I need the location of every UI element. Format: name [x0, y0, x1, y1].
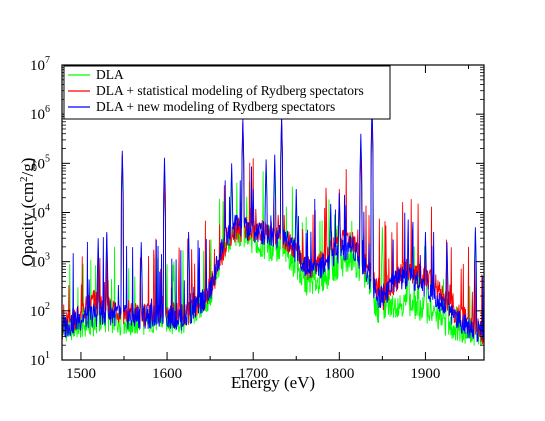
y-tick-label: 107: [30, 55, 50, 74]
x-tick-label: 1500: [66, 366, 96, 382]
series-line-2: [62, 105, 484, 343]
x-tick-label: 1600: [152, 366, 182, 382]
y-axis-label: Opacity (cm2/g): [18, 158, 37, 267]
legend-label-new-modeling: DLA + new modeling of Rydberg spectators: [96, 99, 335, 114]
legend-label-dla: DLA: [96, 67, 124, 82]
legend-box: [63, 65, 391, 120]
x-tick-label: 1700: [238, 366, 268, 382]
x-axis-label: Energy (eV): [231, 373, 315, 392]
y-tick-label: 104: [30, 203, 50, 222]
y-tick-label: 103: [30, 252, 50, 271]
legend: DLA DLA + statistical modeling of Rydber…: [63, 65, 391, 120]
x-tick-label: 1900: [410, 366, 440, 382]
y-tick-label: 102: [30, 301, 50, 320]
y-tick-label: 101: [30, 350, 50, 369]
x-tick-label: 1800: [324, 366, 354, 382]
y-tick-label: 105: [30, 153, 50, 172]
y-tick-label: 106: [30, 104, 50, 123]
legend-label-statistical: DLA + statistical modeling of Rydberg sp…: [96, 83, 364, 98]
series-line-0: [62, 114, 484, 346]
